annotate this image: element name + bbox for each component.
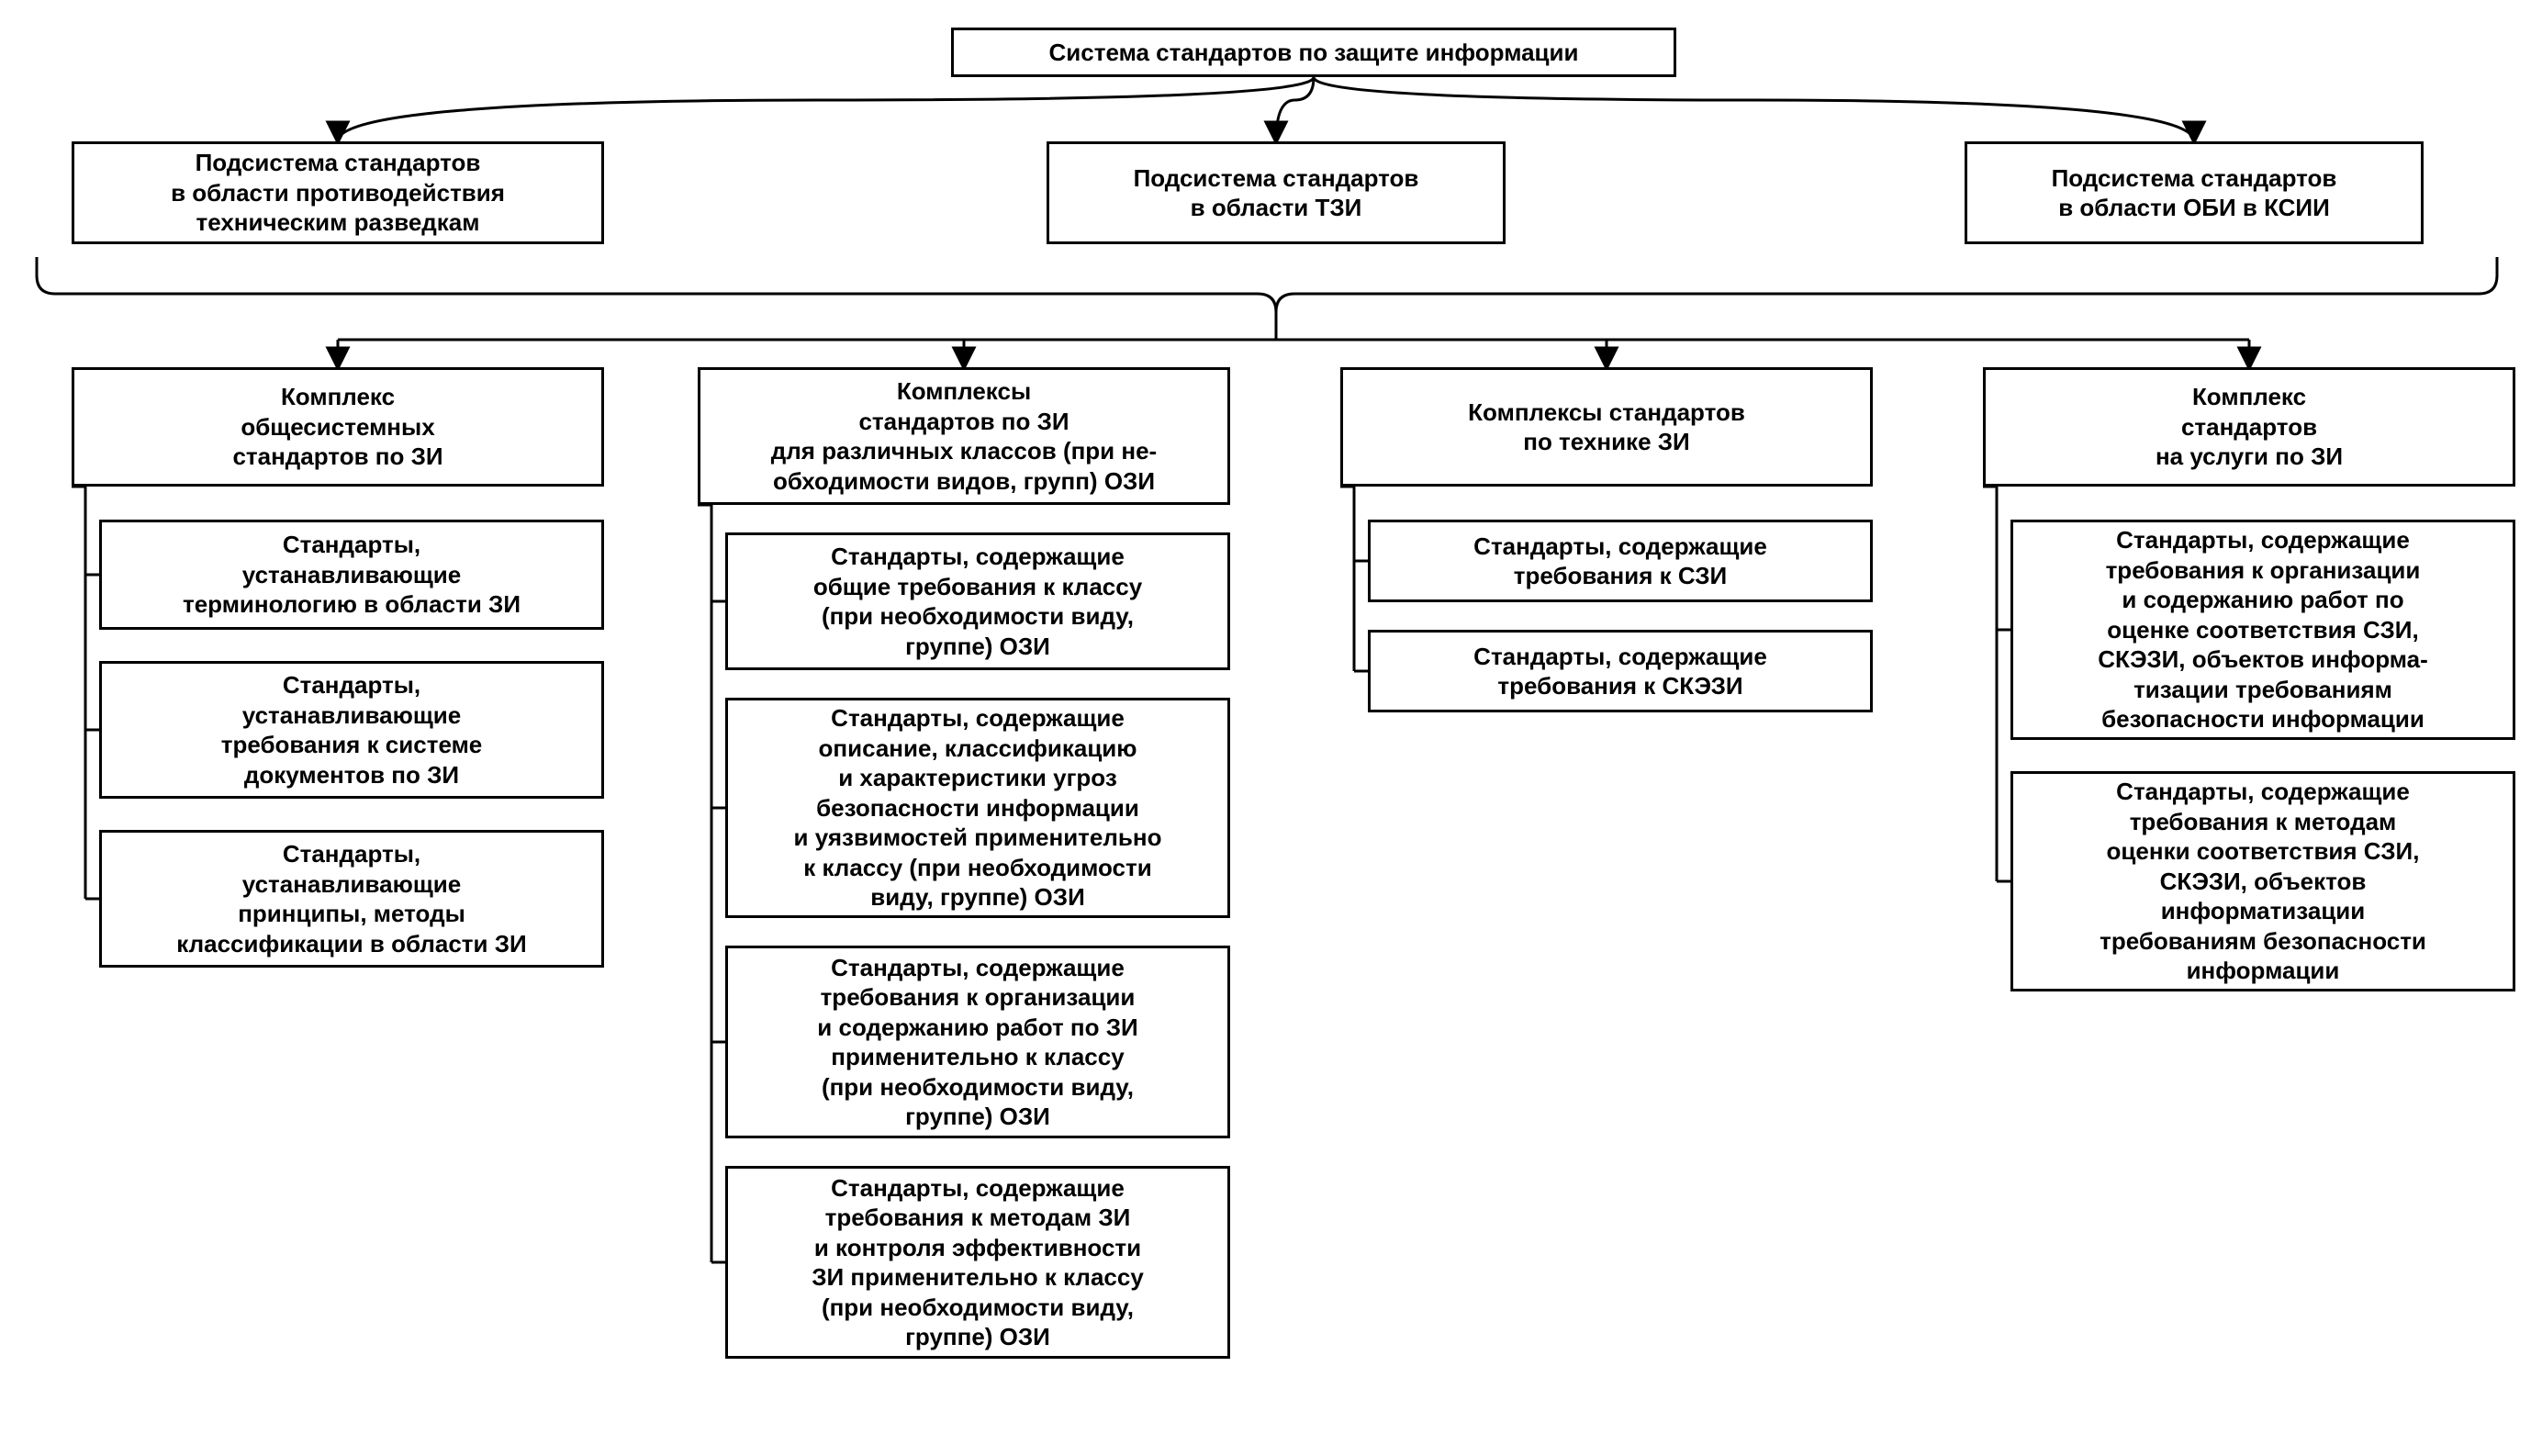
node-c3: Комплексы стандартовпо технике ЗИ [1340, 367, 1873, 487]
node-sub2: Подсистема стандартовв области ТЗИ [1047, 141, 1506, 244]
node-label: Стандарты, содержащиеописание, классифик… [794, 703, 1162, 913]
node-root: Система стандартов по защите информации [951, 28, 1676, 77]
node-label: Стандарты, содержащиетребования к метода… [812, 1173, 1144, 1352]
node-c3a: Стандарты, содержащиетребования к СЗИ [1368, 520, 1873, 602]
node-sub1: Подсистема стандартовв области противоде… [72, 141, 604, 244]
node-label: Стандарты, содержащиетребования к СЗИ [1473, 532, 1767, 591]
node-c2c: Стандарты, содержащиетребования к органи… [725, 946, 1230, 1138]
node-c2d: Стандарты, содержащиетребования к метода… [725, 1166, 1230, 1359]
node-label: Стандарты,устанавливающиетребования к си… [221, 670, 483, 790]
node-label: Стандарты, содержащиетребования к СКЭЗИ [1473, 642, 1767, 701]
node-label: Стандарты,устанавливающиепринципы, метод… [176, 839, 526, 958]
node-c1b: Стандарты,устанавливающиетребования к си… [99, 661, 604, 799]
node-c1c: Стандарты,устанавливающиепринципы, метод… [99, 830, 604, 968]
node-c4: Комплексстандартовна услуги по ЗИ [1983, 367, 2515, 487]
node-label: Комплексобщесистемныхстандартов по ЗИ [232, 382, 442, 472]
node-label: Подсистема стандартовв области ТЗИ [1134, 163, 1419, 223]
node-c4a: Стандарты, содержащиетребования к органи… [2010, 520, 2515, 740]
node-c1a: Стандарты,устанавливающиетерминологию в … [99, 520, 604, 630]
node-label: Стандарты, содержащиетребования к метода… [2100, 777, 2426, 986]
node-label: Система стандартов по защите информации [1049, 38, 1579, 68]
node-label: Стандарты, содержащиетребования к органи… [2098, 525, 2428, 734]
node-label: Стандарты, содержащиеобщие требования к … [813, 542, 1142, 661]
node-label: Стандарты,устанавливающиетерминологию в … [183, 530, 521, 620]
node-label: Подсистема стандартовв области ОБИ в КСИ… [2052, 163, 2337, 223]
node-label: Комплексыстандартов по ЗИдля различных к… [771, 376, 1157, 496]
node-c1: Комплексобщесистемныхстандартов по ЗИ [72, 367, 604, 487]
node-c2b: Стандарты, содержащиеописание, классифик… [725, 698, 1230, 918]
diagram-canvas: Система стандартов по защите информации П… [18, 18, 2524, 1438]
node-c2: Комплексыстандартов по ЗИдля различных к… [698, 367, 1230, 505]
node-c4b: Стандарты, содержащиетребования к метода… [2010, 771, 2515, 991]
node-label: Стандарты, содержащиетребования к органи… [817, 953, 1137, 1132]
node-label: Подсистема стандартовв области противоде… [171, 148, 505, 238]
node-c2a: Стандарты, содержащиеобщие требования к … [725, 532, 1230, 670]
node-c3b: Стандарты, содержащиетребования к СКЭЗИ [1368, 630, 1873, 712]
node-label: Комплексстандартовна услуги по ЗИ [2156, 382, 2343, 472]
node-label: Комплексы стандартовпо технике ЗИ [1468, 398, 1745, 457]
node-sub3: Подсистема стандартовв области ОБИ в КСИ… [1965, 141, 2424, 244]
